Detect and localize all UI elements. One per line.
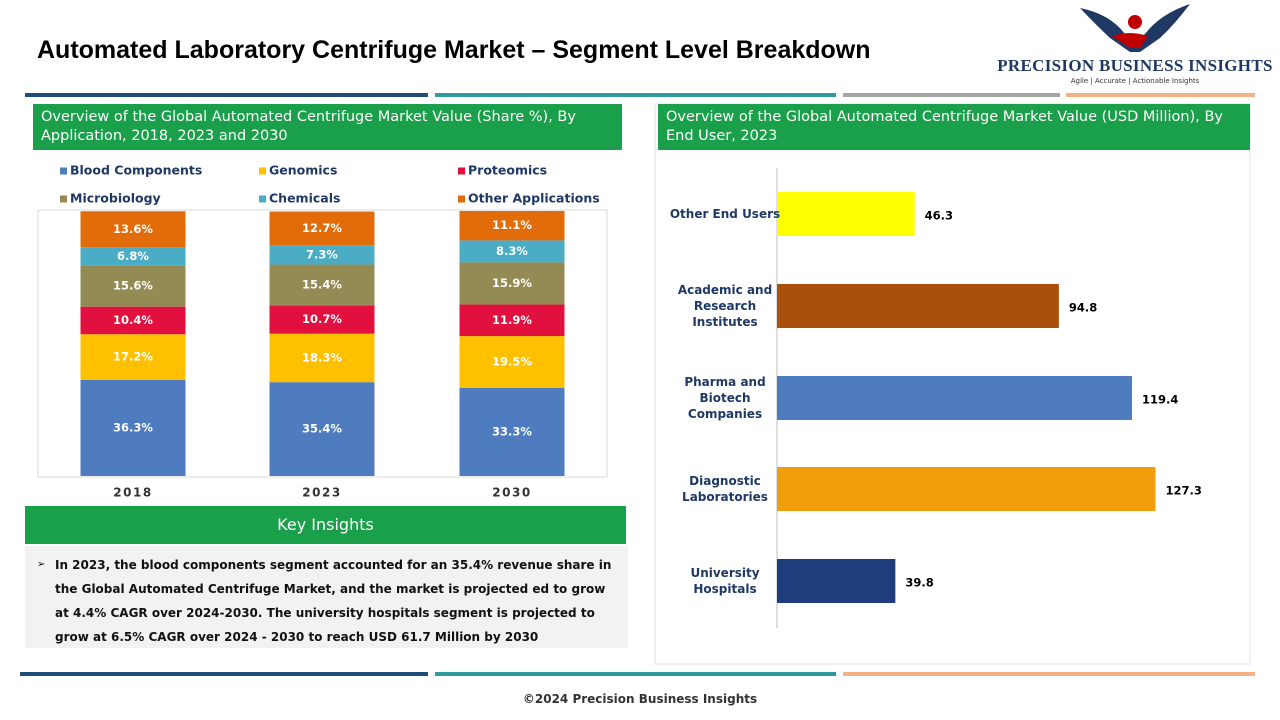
value-label: 6.8% [117, 249, 149, 263]
legend-label: Microbiology [70, 191, 161, 206]
insights-text: In 2023, the blood components segment ac… [25, 546, 628, 648]
legend-label: Genomics [269, 163, 337, 178]
value-label: 11.9% [492, 313, 532, 327]
bar [777, 467, 1156, 511]
value-label: 12.7% [302, 221, 342, 235]
legend-swatch [458, 195, 465, 203]
bar-segment [80, 306, 186, 335]
legend-label: Other Applications [468, 191, 600, 206]
bar-segment [80, 211, 186, 248]
insights-title: Key Insights [25, 506, 626, 544]
value-label: 11.1% [492, 218, 532, 232]
bar [777, 284, 1059, 328]
bar-segment [459, 262, 565, 305]
bar-segment [459, 336, 565, 388]
bar-segment [269, 264, 375, 306]
bar-segment [269, 333, 375, 383]
y-tick-label: Academic and Research Institutes [677, 283, 773, 329]
bar-segment [459, 387, 565, 476]
legend-swatch [60, 195, 67, 203]
value-label: 15.9% [492, 276, 532, 290]
value-label: 39.8 [905, 576, 933, 590]
bar-segment [459, 211, 565, 241]
footer: ©2024 Precision Business Insights [522, 692, 758, 706]
logo-mark [1080, 4, 1190, 52]
legend-label: Blood Components [70, 163, 202, 178]
bar-segment [269, 211, 375, 246]
y-tick-label: Pharma and Biotech Companies [684, 375, 766, 421]
bar [777, 376, 1133, 420]
legend-label: Proteomics [468, 163, 547, 178]
value-label: 94.8 [1069, 301, 1097, 315]
y-tick-label: Other End Users [669, 207, 781, 221]
chart-title: Overview of the Global Automated Centrif… [33, 104, 622, 150]
bar-segment [80, 334, 186, 380]
bar-segment [80, 265, 186, 307]
value-label: 13.6% [113, 222, 153, 236]
y-tick-label: Diagnostic Laboratories [682, 474, 768, 504]
value-label: 18.3% [302, 350, 342, 364]
value-label: 46.3 [925, 209, 953, 223]
value-label: 8.3% [496, 244, 528, 258]
legend-swatch [60, 167, 67, 175]
x-tick-label: 2023 [302, 486, 341, 500]
value-label: 17.2% [113, 350, 153, 364]
bar-segment [269, 245, 375, 265]
y-tick-label: University Hospitals [690, 566, 760, 596]
value-label: 36.3% [113, 420, 153, 434]
bar-segment [459, 304, 565, 337]
legend-swatch [259, 167, 266, 175]
value-label: 7.3% [306, 247, 338, 261]
bar-segment [269, 382, 375, 476]
value-label: 35.4% [302, 422, 342, 436]
bar-segment [459, 240, 565, 263]
x-tick-label: 2018 [113, 486, 152, 500]
bar [777, 559, 896, 603]
value-label: 119.4 [1142, 393, 1178, 407]
legend-swatch [458, 167, 465, 175]
brand-tagline: Agile | Accurate | Actionable Insights [1070, 77, 1200, 85]
bar-segment [80, 379, 186, 476]
value-label: 15.6% [113, 278, 153, 292]
value-label: 127.3 [1166, 484, 1202, 498]
x-tick-label: 2030 [492, 486, 531, 500]
bar-segment [269, 305, 375, 334]
value-label: 19.5% [492, 354, 532, 368]
value-label: 10.4% [113, 313, 153, 327]
legend-swatch [259, 195, 266, 203]
value-label: 10.7% [302, 312, 342, 326]
bar [777, 192, 915, 236]
plot-frame [37, 209, 608, 478]
bar-segment [80, 247, 186, 266]
chart-title: Overview of the Global Automated Centrif… [658, 104, 1250, 150]
value-label: 33.3% [492, 424, 532, 438]
page-title: Automated Laboratory Centrifuge Market –… [37, 36, 871, 64]
value-label: 15.4% [302, 277, 342, 291]
brand-name: PRECISION BUSINESS INSIGHTS [997, 56, 1273, 75]
legend-label: Chemicals [269, 191, 340, 206]
